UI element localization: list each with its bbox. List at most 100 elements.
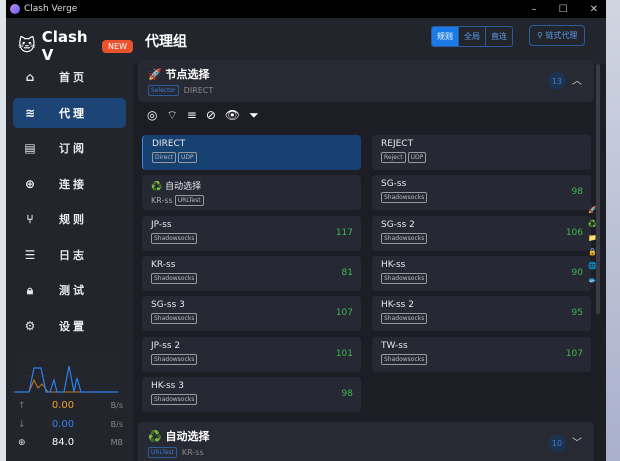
proxy-card[interactable]: HK-ss 3 Shadowsocks 98	[142, 376, 361, 412]
proxy-card[interactable]: SG-ss Shadowsocks 98	[372, 175, 591, 211]
proxy-card[interactable]: SG-ss 2 Shadowsocks 106	[372, 215, 591, 251]
sidebar-item-6[interactable]: 🔒︎ 测试	[13, 275, 126, 305]
proxy-card[interactable]: REJECT Reject UDP	[372, 135, 591, 170]
sidebar-item-label: 规则	[59, 213, 87, 226]
proxy-name: TW-ss	[381, 340, 408, 351]
group-count: 10	[548, 434, 566, 452]
sidebar-item-4[interactable]: ⑂ 规则	[13, 204, 126, 234]
chain-proxy-label: 链式代理	[545, 31, 578, 40]
group-type-tag: Selector	[148, 85, 179, 96]
home-icon: ⌂	[25, 70, 35, 84]
proxy-tag: UDP	[407, 152, 427, 163]
proxy-card[interactable]: HK-ss Shadowsocks 90	[372, 255, 591, 291]
wifi-icon: ≋	[24, 105, 36, 120]
group-toolbar: ◎ ⌔ ≡ ⊘ 👁 ⏷	[147, 108, 259, 123]
download-speed: 0.00	[51, 419, 75, 430]
app-icon	[10, 4, 20, 14]
sidebar-item-5[interactable]: ☰ 日志	[13, 240, 126, 270]
sidebar-item-label: 连接	[59, 177, 87, 191]
sidebar-item-label: 日志	[59, 248, 87, 262]
scrollbar[interactable]	[596, 64, 600, 314]
delay-test-icon[interactable]: ⌔	[166, 108, 178, 122]
eye-icon[interactable]: 👁	[224, 108, 241, 122]
storage-icon: ▤	[24, 141, 36, 155]
proxy-card[interactable]: TW-ss Shadowsocks 107	[372, 336, 591, 372]
proxy-name: ♻️ 自动选择	[151, 182, 202, 193]
sidebar: 🐱 Clash V NEW ⌂ 首页 ≋ 代理 ▤ 订阅 ⊕ 连接 ⑂ 规则 ☰ 日志 🔒︎ 测试 ⚙ 设置 ↑ 0…	[6, 18, 133, 461]
proxy-card[interactable]: HK-ss 2 Shadowsocks 95	[372, 296, 591, 332]
proxy-delay[interactable]: 107	[335, 308, 353, 319]
memory-icon: ⊕	[18, 437, 26, 448]
upload-unit: B/s	[110, 401, 123, 410]
proxy-delay[interactable]: 98	[571, 187, 583, 198]
proxy-current: KR-ss	[151, 196, 173, 206]
folder-icon[interactable]: 📁	[588, 234, 597, 242]
proxy-name: SG-ss 2	[381, 219, 415, 230]
sidebar-item-7[interactable]: ⚙ 设置	[13, 311, 126, 341]
proxy-tag: Shadowsocks	[151, 313, 198, 325]
proxy-group-header[interactable]: 🚀 节点选择 Selector DIRECT 13 ︿	[138, 60, 594, 102]
mode-rule-button[interactable]: 规则	[432, 27, 459, 46]
url-off-icon[interactable]: ⊘	[205, 108, 216, 122]
mode-global-button[interactable]: 全局	[459, 27, 486, 46]
traffic-graph	[14, 359, 118, 393]
chain-proxy-button[interactable]: ⚲ 链式代理	[529, 25, 586, 46]
proxy-name: HK-ss 2	[381, 300, 414, 311]
proxy-name: SG-ss 3	[151, 300, 185, 311]
lock-icon[interactable]: 🔒	[588, 248, 597, 256]
proxy-delay[interactable]: 107	[565, 348, 583, 359]
proxy-tag: Shadowsocks	[151, 353, 198, 365]
download-line	[14, 365, 118, 393]
proxy-delay[interactable]: 90	[571, 267, 583, 278]
sort-icon[interactable]: ≡	[186, 108, 197, 122]
proxy-card[interactable]: DIRECT Direct UDP	[142, 135, 361, 170]
app-name: Clash V	[41, 28, 88, 64]
proxy-delay[interactable]: 106	[565, 227, 583, 238]
cat-logo-icon: 🐱	[18, 36, 36, 56]
recycle-icon: ♻️	[148, 430, 166, 443]
proxy-delay[interactable]: 98	[341, 388, 353, 399]
proxy-delay[interactable]: 101	[335, 348, 353, 359]
sidebar-item-label: 设置	[59, 319, 87, 333]
recycle-icon[interactable]: ♻️	[588, 220, 597, 228]
chevron-down-icon[interactable]: ﹀	[572, 438, 582, 449]
proxy-group-header[interactable]: ♻️ 自动选择 URLTest KR-ss 10 ﹀	[138, 422, 594, 461]
filter-off-icon[interactable]: ⏷	[249, 108, 259, 122]
proxy-tag: UDP	[177, 152, 197, 163]
lock-icon: 🔒︎	[26, 282, 34, 297]
proxy-name: HK-ss	[381, 259, 406, 270]
rocket-icon[interactable]: 🚀	[588, 206, 597, 214]
proxy-card[interactable]: KR-ss Shadowsocks 81	[142, 255, 361, 291]
proxy-delay[interactable]: 81	[341, 267, 353, 278]
sidebar-item-3[interactable]: ⊕ 连接	[13, 169, 126, 199]
group-current: KR-ss	[181, 448, 204, 457]
proxy-tag: Shadowsocks	[381, 313, 428, 325]
chevron-up-icon[interactable]: ︿	[572, 76, 582, 87]
fish-icon[interactable]: 🐟	[588, 276, 597, 284]
sidebar-item-label: 首页	[59, 71, 87, 84]
fork-icon: ⑂	[26, 212, 34, 226]
sidebar-item-2[interactable]: ▤ 订阅	[13, 133, 126, 163]
proxy-card[interactable]: JP-ss 2 Shadowsocks 101	[142, 336, 361, 372]
maximize-button[interactable]: ☐	[558, 3, 568, 15]
proxy-delay[interactable]: 117	[335, 227, 353, 238]
upload-speed: 0.00	[51, 400, 75, 411]
download-arrow-icon: ↓	[18, 419, 26, 430]
proxy-card[interactable]: SG-ss 3 Shadowsocks 107	[142, 296, 361, 332]
sidebar-item-1[interactable]: ≋ 代理	[13, 97, 126, 128]
proxy-tag: URLTest	[174, 195, 204, 207]
mode-switch: 规则 全局 直连	[431, 26, 513, 47]
mode-direct-button[interactable]: 直连	[491, 32, 507, 41]
globe-icon[interactable]: 🌐	[588, 262, 597, 270]
group-name: 节点选择	[165, 68, 210, 81]
group-type-tag: URLTest	[148, 447, 177, 458]
proxy-card[interactable]: JP-ss Shadowsocks 117	[142, 215, 361, 251]
main-panel: 代理组 规则 全局 直连 ⚲ 链式代理 🚀 节点选择 Selector DIREC…	[133, 18, 606, 461]
sidebar-item-0[interactable]: ⌂ 首页	[13, 62, 126, 92]
proxy-card[interactable]: ♻️ 自动选择 KR-ss URLTest	[142, 175, 361, 211]
proxy-delay[interactable]: 95	[571, 308, 583, 319]
minimize-button[interactable]: –	[531, 3, 537, 15]
locate-icon[interactable]: ◎	[147, 108, 158, 122]
proxy-tag: Shadowsocks	[381, 232, 428, 244]
close-button[interactable]: ✕	[589, 3, 598, 15]
